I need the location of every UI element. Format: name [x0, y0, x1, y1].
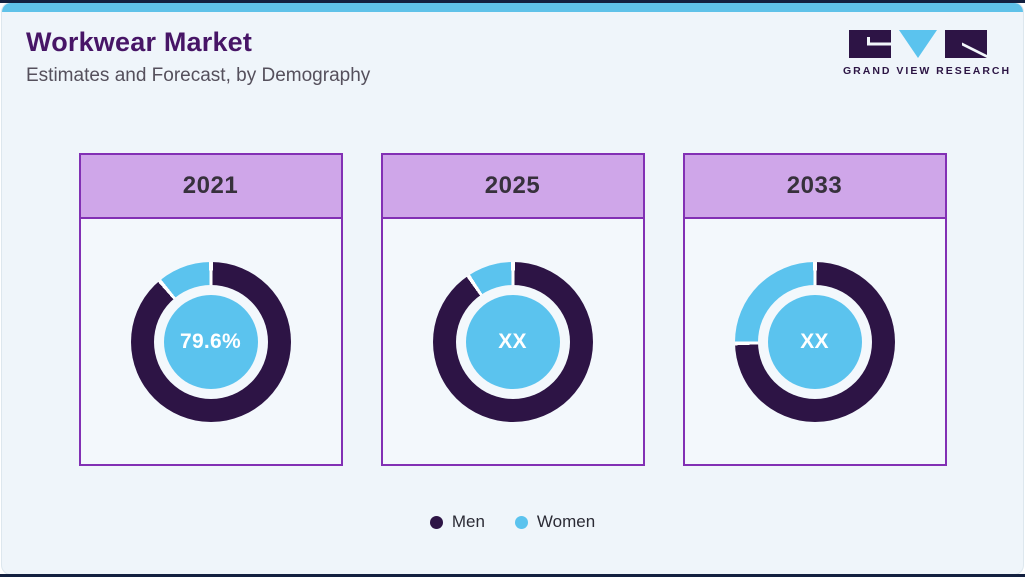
year-label: 2033	[684, 155, 945, 219]
page-subtitle: Estimates and Forecast, by Demography	[26, 65, 371, 86]
gvr-logo-icon	[849, 30, 987, 58]
men-legend-dot	[429, 515, 443, 529]
brand-name: GRAND VIEW RESEARCH	[843, 65, 1012, 77]
year-card-2033: 2033 XX	[682, 153, 947, 466]
legend-item-men: Men	[429, 512, 485, 532]
legend-label: Men	[451, 512, 485, 531]
legend-item-women: Women	[514, 512, 596, 532]
year-label: 2021	[80, 155, 341, 219]
year-label: 2025	[382, 155, 643, 219]
top-frame-line	[0, 0, 1025, 3]
donut-chart-2033: XX	[734, 261, 895, 422]
donut-center-label: XX	[767, 294, 862, 389]
top-accent-bar	[2, 3, 1023, 12]
women-legend-dot	[514, 515, 528, 529]
donut-chart-2025: XX	[432, 261, 593, 422]
legend: Men Women	[2, 512, 1023, 532]
donut-chart-2021: 79.6%	[130, 261, 291, 422]
donut-center-label: 79.6%	[163, 294, 258, 389]
page-title: Workwear Market	[26, 27, 253, 57]
donut-center-label: XX	[465, 294, 560, 389]
year-cards: 2021 79.6% 2025 XX 2033	[2, 153, 1023, 466]
header: Workwear Market Estimates and Forecast, …	[26, 27, 370, 87]
brand-logo: GRAND VIEW RESEARCH	[843, 29, 1012, 77]
legend-label: Women	[536, 512, 596, 531]
year-card-2021: 2021 79.6%	[78, 153, 343, 466]
bottom-frame-line	[0, 574, 1025, 577]
year-card-2025: 2025 XX	[380, 153, 645, 466]
